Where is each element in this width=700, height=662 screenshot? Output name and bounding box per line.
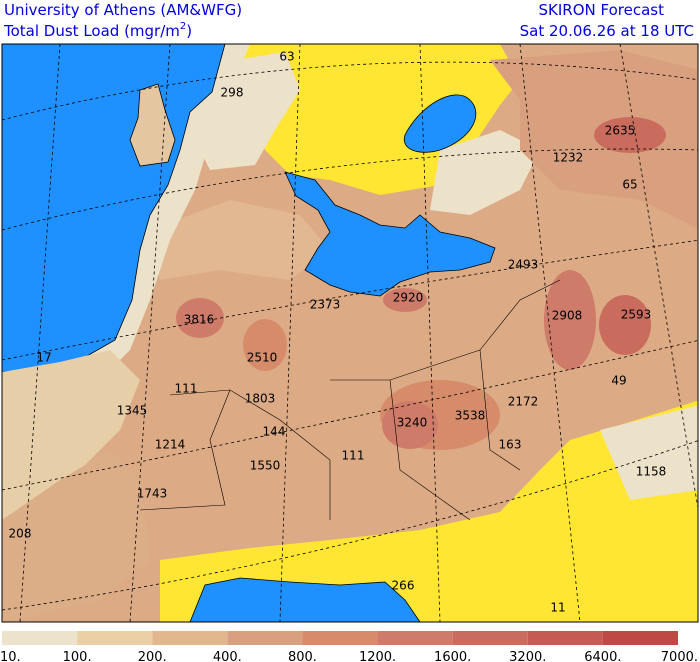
dust-value: 11	[550, 601, 565, 615]
product-title: Total Dust Load (mgr/m2)	[3, 21, 192, 40]
map-labels: 63 298 2635 1232 65 2493 2373 2920 3816 2908 2593 1…	[9, 50, 667, 615]
dust-value: 144	[263, 425, 286, 439]
legend: 10. 100. 200. 400. 800. 1200. 1600. 3200. 6400. 7…	[0, 631, 698, 662]
legend-label: 1600.	[434, 650, 471, 662]
legend-swatch	[2, 631, 78, 645]
legend-swatch	[377, 631, 453, 645]
dust-middle-east	[490, 50, 698, 229]
legend-label: 3200.	[509, 650, 546, 662]
legend-swatch	[452, 631, 528, 645]
legend-swatch	[77, 631, 153, 645]
dust-value: 1803	[245, 392, 276, 406]
clear-south	[160, 400, 698, 622]
legend-label: 7000.	[661, 650, 698, 662]
dust-value: 208	[9, 527, 32, 541]
legend-label: 100.	[63, 650, 92, 662]
product-superscript: 2	[180, 21, 186, 32]
legend-label: 6400.	[584, 650, 621, 662]
dust-value: 1345	[117, 404, 148, 418]
dust-anatolia	[430, 130, 540, 215]
dust-value: 2510	[247, 351, 278, 365]
hotspot	[599, 295, 651, 355]
dust-value: 163	[499, 438, 522, 452]
dust-value: 65	[622, 178, 637, 192]
dust-value: 2172	[508, 395, 539, 409]
dust-value: 298	[221, 86, 244, 100]
legend-label: 400.	[213, 650, 242, 662]
dust-value: 1550	[250, 459, 281, 473]
legend-label: 200.	[138, 650, 167, 662]
dust-value: 111	[342, 449, 365, 463]
dust-east-africa	[600, 405, 698, 500]
institution: University of Athens (AM&WFG)	[4, 1, 242, 19]
map: 63 298 2635 1232 65 2493 2373 2920 3816 2908 2593 1…	[2, 44, 698, 622]
dust-area	[150, 200, 330, 280]
britain	[129, 83, 176, 167]
hotspot	[382, 401, 438, 449]
hotspot	[594, 117, 666, 153]
borders	[139, 279, 561, 521]
latitude-lines	[2, 61, 698, 611]
dust-value: 1214	[155, 438, 186, 452]
dust-value: 2593	[621, 308, 652, 322]
hotspot	[383, 288, 427, 312]
dust-plume	[2, 450, 150, 622]
black-sea	[403, 94, 477, 153]
dust-value: 3538	[455, 409, 486, 423]
product-prefix: Total Dust Load (mgr/m	[3, 22, 180, 40]
hotspot	[544, 270, 596, 370]
dust-value: 2635	[605, 124, 636, 138]
product-suffix: )	[186, 22, 192, 40]
valid-time: Sat 20.06.26 at 18 UTC	[520, 22, 694, 40]
legend-label: 800.	[288, 650, 317, 662]
dust-value: 49	[611, 374, 626, 388]
longitude-lines	[19, 44, 698, 622]
dust-value: 2493	[508, 258, 539, 272]
dust-value: 2908	[552, 309, 583, 323]
dust-value: 17	[36, 351, 51, 365]
legend-swatch	[152, 631, 228, 645]
hotspot	[176, 298, 224, 338]
dust-value: 2373	[310, 298, 341, 312]
dust-value: 111	[175, 382, 198, 396]
legend-label: 10.	[0, 650, 21, 662]
dust-europe	[195, 52, 300, 170]
forecast-name: SKIRON Forecast	[539, 1, 665, 19]
dust-value: 1158	[636, 465, 667, 479]
dust-value: 266	[392, 579, 415, 593]
dust-value: 3816	[184, 313, 215, 327]
legend-label: 1200.	[359, 650, 396, 662]
legend-swatch	[302, 631, 378, 645]
dust-plume	[2, 350, 140, 520]
legend-swatch	[227, 631, 303, 645]
map-frame	[1, 43, 699, 623]
hotspot	[243, 319, 287, 371]
gulf-of-guinea	[189, 577, 421, 622]
dust-value: 2920	[393, 291, 424, 305]
dust-value: 1232	[553, 151, 584, 165]
legend-swatch	[527, 631, 603, 645]
dust-value: 3240	[397, 416, 428, 430]
dust-value: 1743	[137, 487, 168, 501]
legend-swatch	[602, 631, 678, 645]
dust-value: 63	[279, 50, 294, 64]
mediterranean	[284, 171, 496, 297]
